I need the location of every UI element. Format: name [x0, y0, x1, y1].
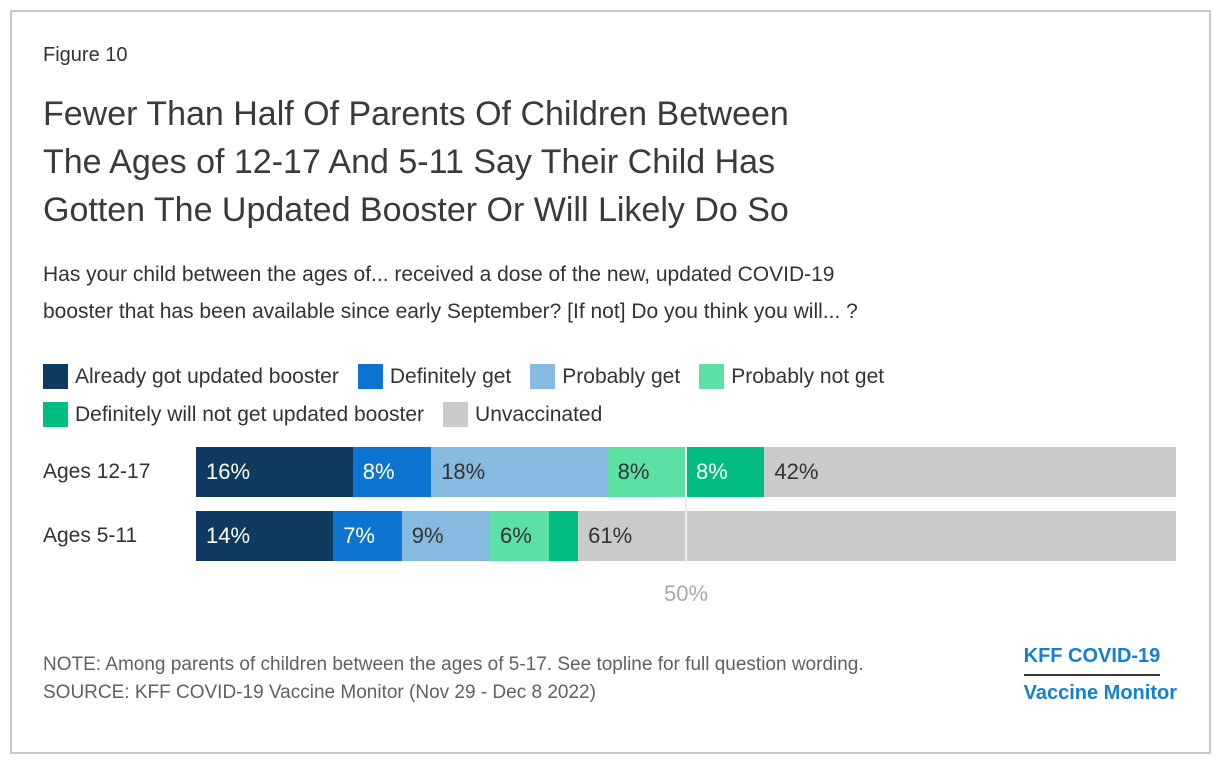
- segment-value-label: 8%: [617, 459, 650, 484]
- legend-row-2: Definitely will not get updated booster U…: [43, 402, 1177, 427]
- legend-swatch: [699, 364, 725, 389]
- segment-value-label: 16%: [206, 459, 251, 484]
- segment-value-label: 18%: [441, 459, 486, 484]
- segment-value-label: 42%: [774, 459, 819, 484]
- subtitle-line-1: Has your child between the ages of... re…: [43, 263, 835, 286]
- legend-swatch: [530, 364, 556, 389]
- bar-segment: 8%: [607, 447, 686, 497]
- title-line-3: Gotten The Updated Booster Or Will Likel…: [43, 191, 789, 229]
- bar-segment: 8%: [352, 447, 432, 497]
- bar-segment: 7%: [333, 511, 402, 561]
- gridline-50-percent: [685, 447, 687, 561]
- legend-item: Probably not get: [699, 364, 884, 389]
- segment-value-label: 61%: [588, 523, 633, 548]
- logo-line-1: KFF COVID-19: [1023, 645, 1161, 676]
- legend-swatch: [43, 402, 68, 427]
- logo-line-2: Vaccine Monitor: [1023, 682, 1177, 704]
- stacked-bar-chart: Ages 12-17 16% 8% 18% 8% 8% 42% Ages 5-11 14% 7% 9…: [43, 447, 1177, 623]
- legend-item: Definitely get: [357, 364, 512, 389]
- row-label: Ages 12-17: [43, 460, 151, 483]
- legend-label: Definitely get: [389, 364, 512, 388]
- legend-label: Probably not get: [731, 364, 885, 388]
- title-line-2: The Ages of 12-17 And 5-11 Say Their Chi…: [43, 143, 776, 181]
- note-text: NOTE: Among parents of children between …: [43, 654, 864, 675]
- title-line-1: Fewer Than Half Of Parents Of Children B…: [43, 95, 789, 133]
- source-text: SOURCE: KFF COVID-19 Vaccine Monitor (No…: [43, 682, 596, 703]
- chart-title: Fewer Than Half Of Parents Of Children B…: [43, 90, 1177, 234]
- legend-item: Probably get: [530, 364, 680, 389]
- bar-segment: 14%: [196, 511, 334, 561]
- subtitle-line-2: booster that has been available since ea…: [43, 300, 858, 323]
- segment-value-label: 9%: [411, 523, 444, 548]
- footer: NOTE: Among parents of children between …: [43, 645, 1177, 707]
- legend-swatch: [43, 364, 68, 389]
- legend: Already got updated booster Definitely ge…: [43, 364, 1177, 427]
- legend-swatch: [443, 402, 469, 427]
- segment-value-label: 7%: [343, 523, 375, 548]
- kff-vaccine-monitor-logo[interactable]: KFF COVID-19 Vaccine Monitor: [1023, 645, 1177, 705]
- bar-segment: 9%: [401, 511, 490, 561]
- segment-value-label: 8%: [695, 459, 728, 484]
- figure-content: Figure 10 Fewer Than Half Of Parents Of …: [43, 44, 1177, 707]
- legend-item: Already got updated booster: [43, 364, 339, 389]
- axis-tick-label: 50%: [663, 581, 709, 606]
- bar-segment: 16%: [196, 447, 353, 497]
- stacked-bar: 16% 8% 18% 8% 8% 42%: [196, 447, 1176, 497]
- legend-item: Unvaccinated: [443, 402, 602, 427]
- stacked-bar: 14% 7% 9% 6% 61%: [196, 511, 1176, 561]
- figure-label: Figure 10: [43, 44, 128, 66]
- legend-label: Probably get: [562, 364, 681, 388]
- bar-segment: 18%: [431, 447, 608, 497]
- segment-value-label: 6%: [499, 523, 532, 548]
- footnotes: NOTE: Among parents of children between …: [43, 651, 864, 707]
- bar-row: Ages 12-17 16% 8% 18% 8% 8% 42%: [43, 447, 1177, 497]
- segment-value-label: 14%: [206, 523, 251, 548]
- bar-segment: 61%: [578, 511, 1176, 561]
- bar-segment: [548, 511, 579, 561]
- bar-segment: 8%: [685, 447, 765, 497]
- bar-segment: 6%: [489, 511, 549, 561]
- legend-item: Definitely will not get updated booster: [43, 402, 424, 427]
- legend-swatch: [357, 364, 383, 389]
- legend-label: Already got updated booster: [75, 364, 339, 388]
- chart-subtitle: Has your child between the ages of... re…: [43, 256, 1177, 330]
- legend-label: Definitely will not get updated booster: [75, 402, 425, 426]
- legend-row-1: Already got updated booster Definitely ge…: [43, 364, 1177, 389]
- bar-segment: 42%: [764, 447, 1176, 497]
- legend-label: Unvaccinated: [475, 402, 603, 426]
- row-label: Ages 5-11: [43, 524, 138, 547]
- chart-rows: Ages 12-17 16% 8% 18% 8% 8% 42% Ages 5-11 14% 7% 9…: [43, 447, 1177, 561]
- bar-row: Ages 5-11 14% 7% 9% 6% 61%: [43, 511, 1177, 561]
- segment-value-label: 8%: [362, 459, 395, 484]
